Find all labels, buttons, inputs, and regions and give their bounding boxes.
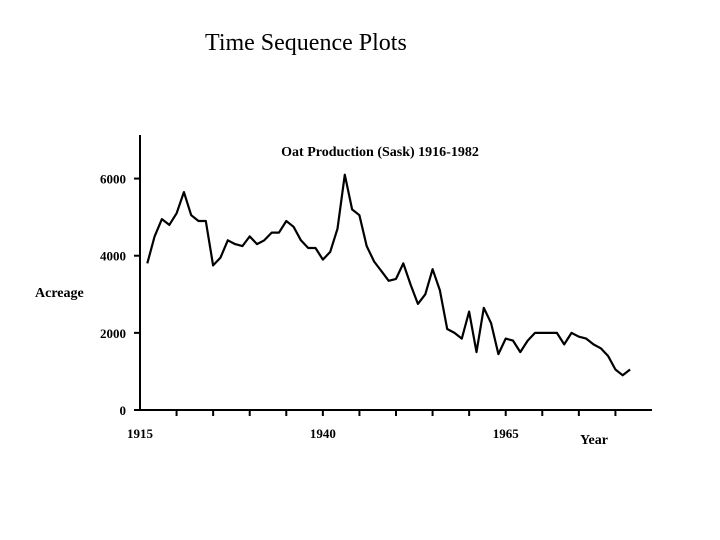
y-tick-label: 4000 <box>100 249 126 264</box>
y-axis-label: Acreage <box>35 286 84 301</box>
y-tick-label: 6000 <box>100 172 126 187</box>
x-tick-label: 1915 <box>127 426 154 441</box>
x-tick-label: 1965 <box>493 426 520 441</box>
y-tick-label: 2000 <box>100 326 126 341</box>
x-tick-label: 1940 <box>310 426 336 441</box>
chart-title: Oat Production (Sask) 1916-1982 <box>281 145 479 160</box>
series-line <box>146 173 631 377</box>
x-axis-label: Year <box>580 433 608 448</box>
y-tick-label: 0 <box>120 403 127 418</box>
slide-title: Time Sequence Plots <box>205 30 407 56</box>
